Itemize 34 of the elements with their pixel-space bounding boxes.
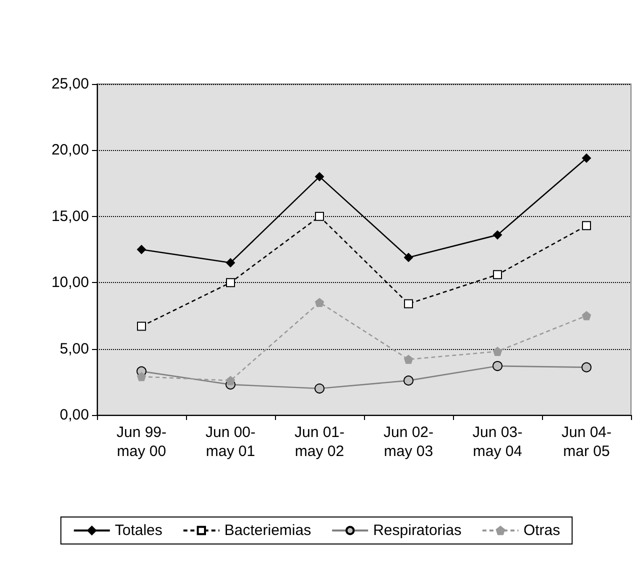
y-tick-label: 0,00	[60, 406, 89, 424]
point	[315, 212, 324, 221]
x-tick-label: Jun 00- may 01	[205, 424, 256, 460]
x-tick-label: Jun 01- may 02	[294, 424, 345, 460]
x-tick-label: Jun 03- may 04	[472, 424, 523, 460]
x-tick-label: Jun 99- may 00	[116, 424, 167, 460]
point	[582, 154, 591, 163]
point	[493, 230, 502, 240]
point	[137, 322, 146, 331]
point	[404, 299, 413, 308]
point	[226, 258, 235, 268]
y-tick-label: 15,00	[51, 208, 89, 225]
point	[315, 172, 324, 182]
x-tick-label: Jun 02- may 03	[383, 424, 434, 460]
point	[226, 278, 235, 288]
y-tick-label: 25,00	[51, 76, 89, 92]
point	[315, 298, 324, 307]
y-tick-label: 5,00	[60, 340, 89, 358]
point	[404, 354, 413, 364]
y-tick-label: 10,00	[51, 274, 89, 292]
point	[404, 252, 413, 262]
legend-label: Otras	[523, 522, 560, 539]
point	[493, 346, 502, 356]
point	[137, 245, 146, 254]
legend-label: Respiratorias	[373, 522, 462, 539]
point	[137, 372, 146, 382]
x-tick-label: Jun 04- mar 05	[561, 424, 612, 460]
legend-label: Bacteriemias	[224, 522, 312, 539]
point	[582, 221, 591, 230]
point	[493, 270, 502, 280]
point	[226, 376, 235, 386]
point	[582, 311, 591, 320]
legend-label: Totales	[114, 522, 162, 539]
y-tick-label: 20,00	[51, 142, 89, 159]
